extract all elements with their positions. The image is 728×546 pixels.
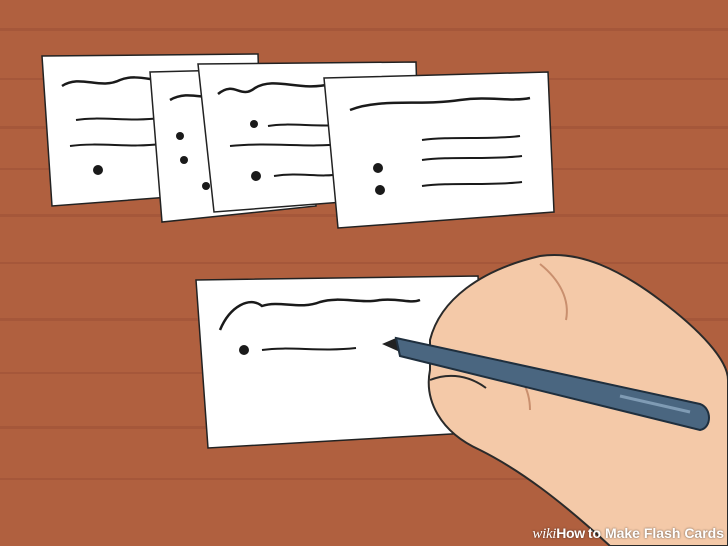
flash-card-4 — [323, 71, 555, 229]
brand-logo: wikiHow — [532, 525, 585, 542]
watermark-caption: wikiHow to Make Flash Cards — [532, 525, 724, 543]
pen-icon — [382, 336, 710, 432]
article-title: to Make Flash Cards — [587, 525, 724, 541]
